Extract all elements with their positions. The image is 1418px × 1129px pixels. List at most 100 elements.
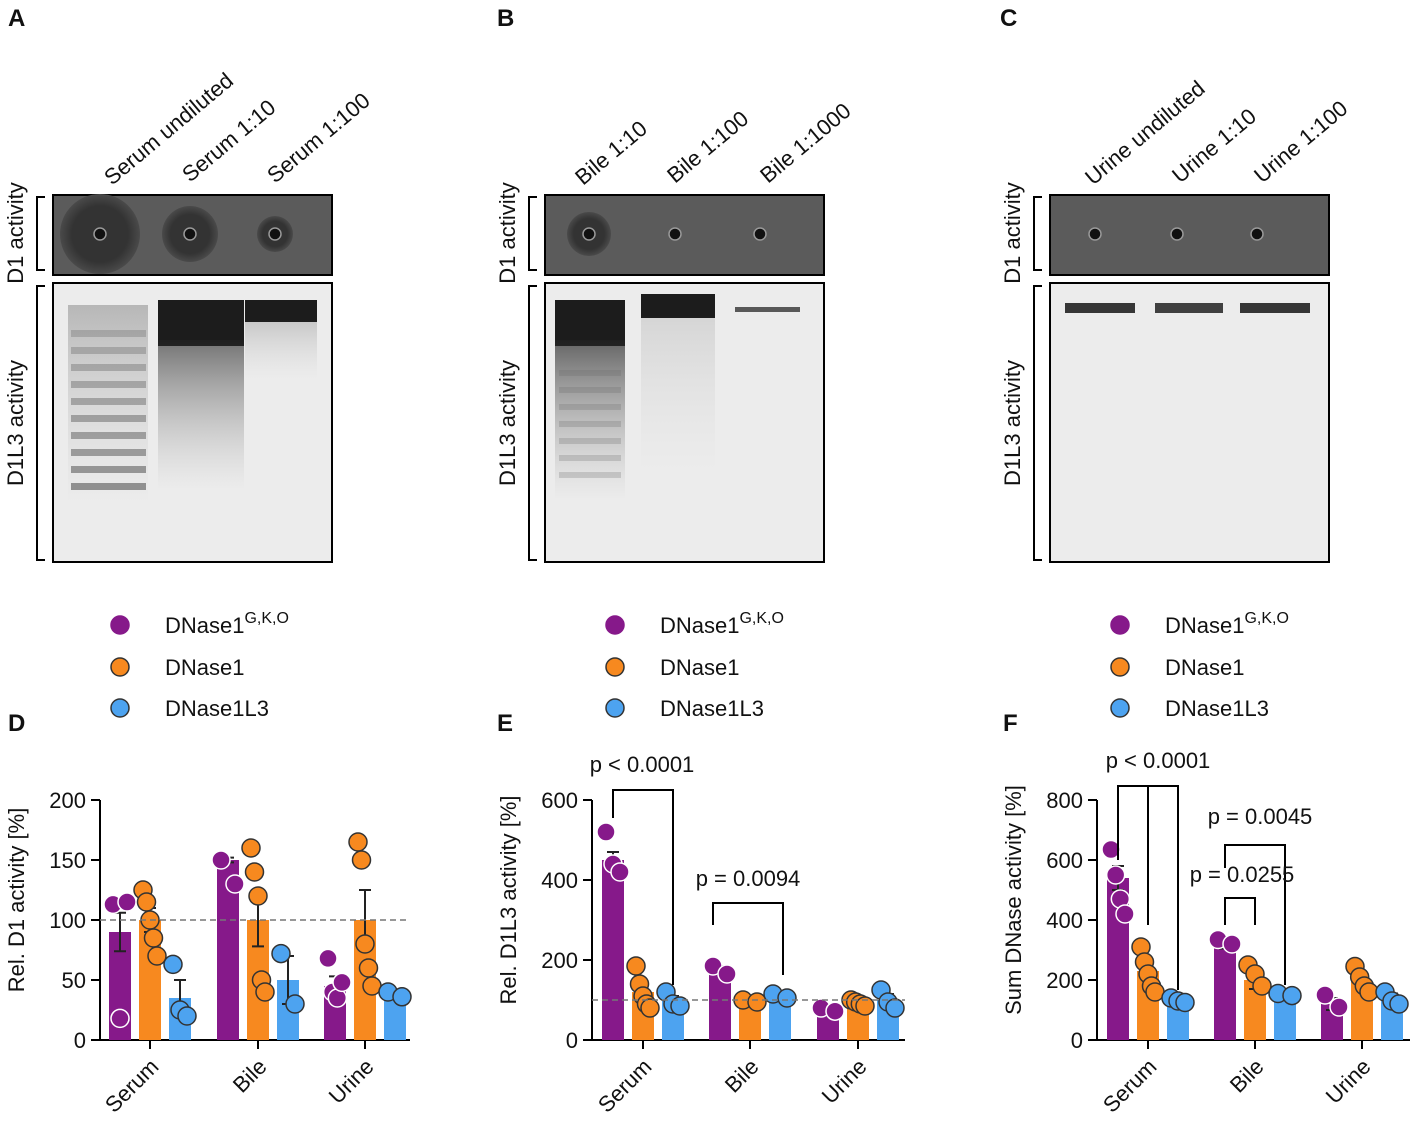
well xyxy=(268,227,282,241)
gel-band xyxy=(559,455,621,461)
y-axis-label: Sum DNase activity [%] xyxy=(1001,785,1026,1015)
gel-band xyxy=(555,300,625,346)
gel-band xyxy=(1240,303,1310,313)
gel-band xyxy=(245,320,317,380)
p-value: p = 0.0094 xyxy=(696,866,801,891)
gel-band xyxy=(245,300,317,322)
x-tick-label: Bile xyxy=(720,1054,764,1098)
data-point xyxy=(1329,997,1349,1017)
y-tick-label: 100 xyxy=(49,908,86,933)
data-point xyxy=(147,946,167,966)
data-point xyxy=(117,892,137,912)
y-tick-label: 150 xyxy=(49,848,86,873)
x-tick-label: Urine xyxy=(1321,1054,1376,1109)
well xyxy=(1170,227,1184,241)
well xyxy=(582,227,596,241)
data-point xyxy=(392,987,412,1007)
significance-bracket xyxy=(1224,897,1256,925)
bracket xyxy=(1033,285,1042,561)
data-point xyxy=(355,934,375,954)
legend-marker xyxy=(1110,698,1130,718)
p-value: p = 0.0255 xyxy=(1190,862,1295,887)
well xyxy=(668,227,682,241)
gel-band xyxy=(1065,303,1135,313)
y-axis-label: Rel. D1L3 activity [%] xyxy=(496,795,521,1004)
legend-name: DNase1 xyxy=(165,613,244,638)
well xyxy=(753,227,767,241)
y-tick-label: 50 xyxy=(62,968,86,993)
data-point xyxy=(885,998,905,1018)
gel-band xyxy=(158,300,244,346)
legend-marker xyxy=(605,657,625,677)
bar xyxy=(1274,995,1296,1040)
legend-name: DNase1 xyxy=(1165,613,1244,638)
significance-bracket xyxy=(1224,844,1286,985)
gel-band xyxy=(559,472,621,478)
lane-label: Bile 1:100 xyxy=(662,106,753,188)
panel-letter: F xyxy=(1003,710,1018,737)
data-point xyxy=(1315,985,1335,1005)
significance-bracket xyxy=(712,902,784,975)
bar xyxy=(602,860,624,1040)
gel-band xyxy=(158,340,244,490)
data-point xyxy=(777,988,797,1008)
data-point xyxy=(747,992,767,1012)
bar xyxy=(217,860,239,1040)
lane-label: Serum 1:100 xyxy=(262,88,375,188)
data-point xyxy=(1101,839,1121,860)
bracket xyxy=(36,196,45,271)
data-point xyxy=(332,972,352,993)
data-point xyxy=(358,958,379,978)
legend-name: DNase1 xyxy=(1165,655,1244,680)
row-label: D1 activity xyxy=(495,182,520,283)
data-point xyxy=(248,886,268,906)
data-point xyxy=(1105,865,1126,885)
data-point xyxy=(596,822,616,842)
data-point xyxy=(143,928,164,948)
legend-marker xyxy=(110,698,130,718)
gel-band xyxy=(641,316,715,476)
legend-label: DNase1 xyxy=(660,655,739,680)
legend-name: DNase1L3 xyxy=(165,696,269,721)
x-tick-label: Serum xyxy=(1098,1054,1161,1117)
y-tick-label: 0 xyxy=(566,1028,578,1053)
legend-name: DNase1L3 xyxy=(1165,696,1269,721)
legend-label: DNase1G,K,O xyxy=(1165,610,1289,638)
data-point xyxy=(610,862,630,882)
panel-letter: E xyxy=(497,710,513,737)
data-point xyxy=(241,838,261,858)
bracket xyxy=(1033,196,1042,271)
legend-marker xyxy=(110,657,130,677)
legend-marker xyxy=(605,615,625,635)
gel-band xyxy=(559,387,621,393)
gel-band xyxy=(1155,303,1223,313)
legend-label: DNase1 xyxy=(165,655,244,680)
bar xyxy=(1214,944,1236,1040)
data-point xyxy=(1115,904,1135,924)
y-tick-label: 800 xyxy=(1046,788,1083,813)
x-tick-label: Bile xyxy=(1225,1054,1269,1098)
legend-name: DNase1 xyxy=(660,613,739,638)
x-tick-label: Serum xyxy=(593,1054,656,1117)
row-label: D1 activity xyxy=(1000,182,1025,283)
x-tick-label: Serum xyxy=(100,1054,163,1117)
data-point xyxy=(110,1008,130,1029)
y-tick-label: 200 xyxy=(1046,968,1083,993)
panel-letter: B xyxy=(497,5,514,32)
y-tick-label: 0 xyxy=(74,1028,86,1053)
legend-label: DNase1 xyxy=(1165,655,1244,680)
legend-marker xyxy=(605,698,625,718)
y-axis-label: Rel. D1 activity [%] xyxy=(4,808,29,993)
legend-label: DNase1G,K,O xyxy=(660,610,784,638)
data-point xyxy=(825,1001,845,1021)
legend-superscript: G,K,O xyxy=(739,610,783,627)
legend-name: DNase1 xyxy=(165,655,244,680)
gel-band xyxy=(555,340,625,500)
data-point xyxy=(136,892,157,912)
gel-band xyxy=(559,438,621,444)
legend-label: DNase1G,K,O xyxy=(165,610,289,638)
data-point xyxy=(285,994,305,1014)
y-tick-label: 200 xyxy=(541,948,578,973)
data-point xyxy=(640,998,660,1018)
data-point xyxy=(1252,976,1272,996)
